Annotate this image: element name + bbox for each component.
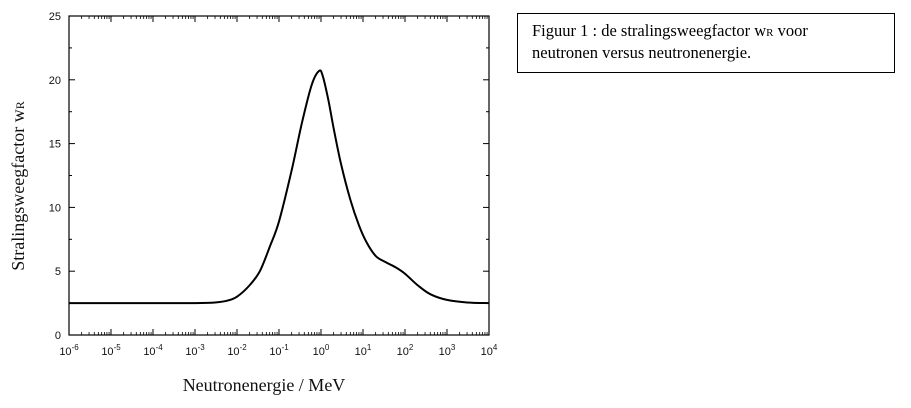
x-tick-exponent: 0 <box>325 343 330 352</box>
series-line <box>69 69 490 305</box>
plot-frame <box>68 15 490 336</box>
x-tick-label: 101 <box>355 343 372 358</box>
x-tick-exponent: 1 <box>367 343 372 352</box>
x-tick-label: 10-2 <box>227 343 247 358</box>
y-tick-labels: 0 5 10 15 20 25 <box>49 11 61 342</box>
x-tick-label: 100 <box>313 343 330 358</box>
x-tick-label: 10-1 <box>269 343 289 358</box>
x-tick-exponent: -4 <box>156 343 164 352</box>
x-tick-label: 10-6 <box>59 343 79 358</box>
x-tick-exponent: 3 <box>451 343 456 352</box>
x-tick-label: 10-5 <box>101 343 121 358</box>
x-tick-label: 103 <box>439 343 456 358</box>
x-tick-mantissa: 10 <box>185 346 197 358</box>
axis-ticks <box>68 15 490 336</box>
caption-line-1-suffix: voor <box>773 21 808 40</box>
y-tick-label: 10 <box>49 202 61 214</box>
y-tick-label: 5 <box>55 266 61 278</box>
x-tick-mantissa: 10 <box>397 346 409 358</box>
x-tick-exponent: -6 <box>72 343 80 352</box>
x-tick-exponent: -2 <box>240 343 248 352</box>
x-tick-exponent: 4 <box>493 343 498 352</box>
x-tick-exponent: -3 <box>198 343 206 352</box>
x-tick-mantissa: 10 <box>143 346 155 358</box>
y-axis-title-sub: R <box>13 101 27 109</box>
x-tick-mantissa: 10 <box>355 346 367 358</box>
x-tick-mantissa: 10 <box>59 346 71 358</box>
x-tick-mantissa: 10 <box>439 346 451 358</box>
x-tick-label: 10-4 <box>143 343 163 358</box>
x-tick-mantissa: 10 <box>227 346 239 358</box>
x-tick-mantissa: 10 <box>101 346 113 358</box>
x-tick-label: 10-3 <box>185 343 205 358</box>
x-axis-title: Neutronenergie / MeV <box>183 375 346 395</box>
caption-line-2: neutronen versus neutronenergie. <box>532 43 752 62</box>
y-tick-label: 20 <box>49 75 61 87</box>
x-tick-mantissa: 10 <box>269 346 281 358</box>
x-tick-exponent: 2 <box>409 343 414 352</box>
caption-subscript: R <box>766 27 774 39</box>
y-tick-label: 25 <box>49 11 61 23</box>
x-tick-exponent: -1 <box>282 343 290 352</box>
x-tick-label: 102 <box>397 343 414 358</box>
caption-line-1: Figuur 1 : de stralingsweegfactor wR voo… <box>532 21 884 43</box>
figure-caption: Figuur 1 : de stralingsweegfactor wR voo… <box>517 13 895 73</box>
y-tick-label: 0 <box>55 330 61 342</box>
y-tick-label: 15 <box>49 139 61 151</box>
caption-line-1-prefix: Figuur 1 : de stralingsweegfactor w <box>532 21 767 40</box>
y-axis-title-main: Stralingsweegfactor w <box>8 109 28 270</box>
x-tick-exponent: -5 <box>114 343 122 352</box>
x-tick-labels: 10-6 10-5 10-4 10-3 10-2 10-1 100 101 102 103 104 <box>59 343 498 358</box>
y-axis-title: Stralingsweegfactor wR <box>8 101 28 270</box>
x-tick-mantissa: 10 <box>313 346 325 358</box>
x-tick-mantissa: 10 <box>481 346 493 358</box>
x-tick-label: 104 <box>481 343 498 358</box>
